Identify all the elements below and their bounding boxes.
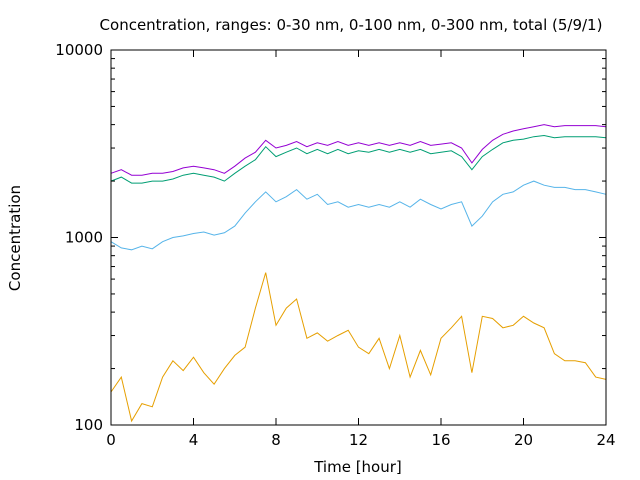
plot-frame xyxy=(110,49,607,426)
series-line-3 xyxy=(110,134,607,184)
y-tick-label: 10000 xyxy=(55,41,103,59)
x-tick-label: 0 xyxy=(106,431,116,449)
x-tick-label: 24 xyxy=(596,431,615,449)
x-tick-label: 8 xyxy=(271,431,281,449)
x-tick-label: 4 xyxy=(189,431,199,449)
x-axis-label: Time [hour] xyxy=(313,458,402,476)
x-tick-label: 12 xyxy=(349,431,368,449)
y-tick-label: 100 xyxy=(74,416,103,434)
x-tick-label: 16 xyxy=(431,431,450,449)
y-tick-label: 1000 xyxy=(65,229,103,247)
ticks-layer: 0 4 8 12 16 20 24 100 1000 10000 xyxy=(55,41,615,449)
x-tick-label: 20 xyxy=(514,431,533,449)
y-axis-label: Concentration xyxy=(6,185,24,291)
series-line-2 xyxy=(110,180,607,251)
series-layer xyxy=(110,124,607,423)
series-line-1 xyxy=(110,272,607,423)
series-line-4 xyxy=(110,124,607,176)
chart-title: Concentration, ranges: 0-30 nm, 0-100 nm… xyxy=(100,16,603,34)
